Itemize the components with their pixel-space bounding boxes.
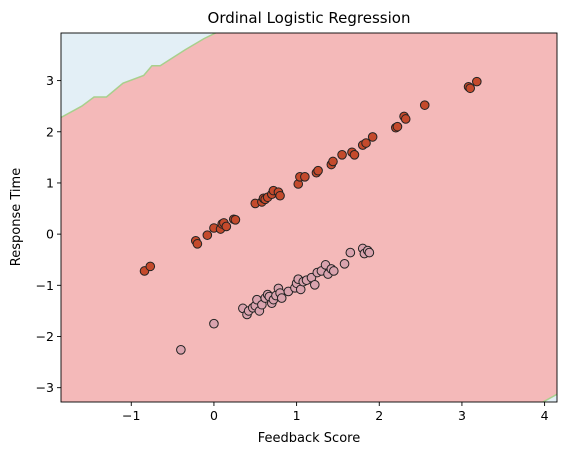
- plot-area: [61, 33, 557, 402]
- x-tick-label: 1: [293, 408, 301, 423]
- x-tick-label: 2: [375, 408, 383, 423]
- data-point-series-1-41: [465, 83, 476, 94]
- x-tick-label: 4: [541, 408, 549, 423]
- data-point-series-1-29: [337, 150, 347, 160]
- data-point-series-1-5: [202, 230, 213, 240]
- data-point-series-1-34: [367, 132, 378, 142]
- data-point-series-2-34: [329, 266, 339, 276]
- data-point-series-2-36: [345, 247, 356, 258]
- data-point-series-1-10: [221, 221, 232, 232]
- data-point-series-1-2: [145, 261, 156, 272]
- y-tick-label: 2: [46, 124, 54, 139]
- data-point-series-1-38: [400, 114, 411, 124]
- x-axis-label: Feedback Score: [258, 431, 360, 446]
- decision-boundary-upper: [61, 33, 216, 119]
- data-point-series-1-28: [328, 156, 338, 167]
- data-point-series-1-21: [275, 190, 285, 201]
- decision-boundary-lower: [542, 393, 557, 402]
- data-point-series-1-24: [300, 172, 310, 182]
- y-axis-label: Response Time: [9, 168, 24, 266]
- data-point-series-2-28: [309, 280, 320, 290]
- data-point-series-2-35: [339, 259, 350, 269]
- data-point-series-2-19: [276, 293, 287, 303]
- x-tick-label: −1: [122, 408, 140, 423]
- data-point-series-1-4: [192, 239, 203, 249]
- y-tick-label: 3: [46, 73, 54, 88]
- data-point-series-2-40: [364, 247, 375, 258]
- data-point-series-1-31: [349, 150, 360, 160]
- data-point-series-1-33: [361, 138, 371, 148]
- data-point-series-2-1: [176, 344, 186, 355]
- plot-frame: [60, 32, 558, 403]
- x-tick-label: 3: [458, 408, 466, 423]
- data-point-series-1-39: [419, 100, 430, 110]
- x-axis: −1 0 1 2 3 4: [122, 402, 549, 423]
- x-tick-label: 0: [210, 408, 218, 423]
- data-point-series-1-36: [392, 121, 403, 132]
- scatter-points: [139, 76, 482, 355]
- decision-region-main: [61, 33, 557, 402]
- y-tick-label: −2: [36, 329, 54, 344]
- y-tick-label: 1: [46, 175, 54, 190]
- data-point-series-2-2: [209, 318, 219, 329]
- y-tick-label: 0: [46, 227, 54, 242]
- y-tick-label: −3: [36, 380, 54, 395]
- y-tick-label: −1: [36, 278, 54, 293]
- data-point-series-1-26: [313, 165, 323, 176]
- data-point-series-1-12: [230, 215, 241, 225]
- chart-title: Ordinal Logistic Regression: [208, 9, 411, 27]
- y-axis: −3 −2 −1 0 1 2 3: [36, 73, 61, 395]
- data-point-series-1-42: [472, 76, 482, 87]
